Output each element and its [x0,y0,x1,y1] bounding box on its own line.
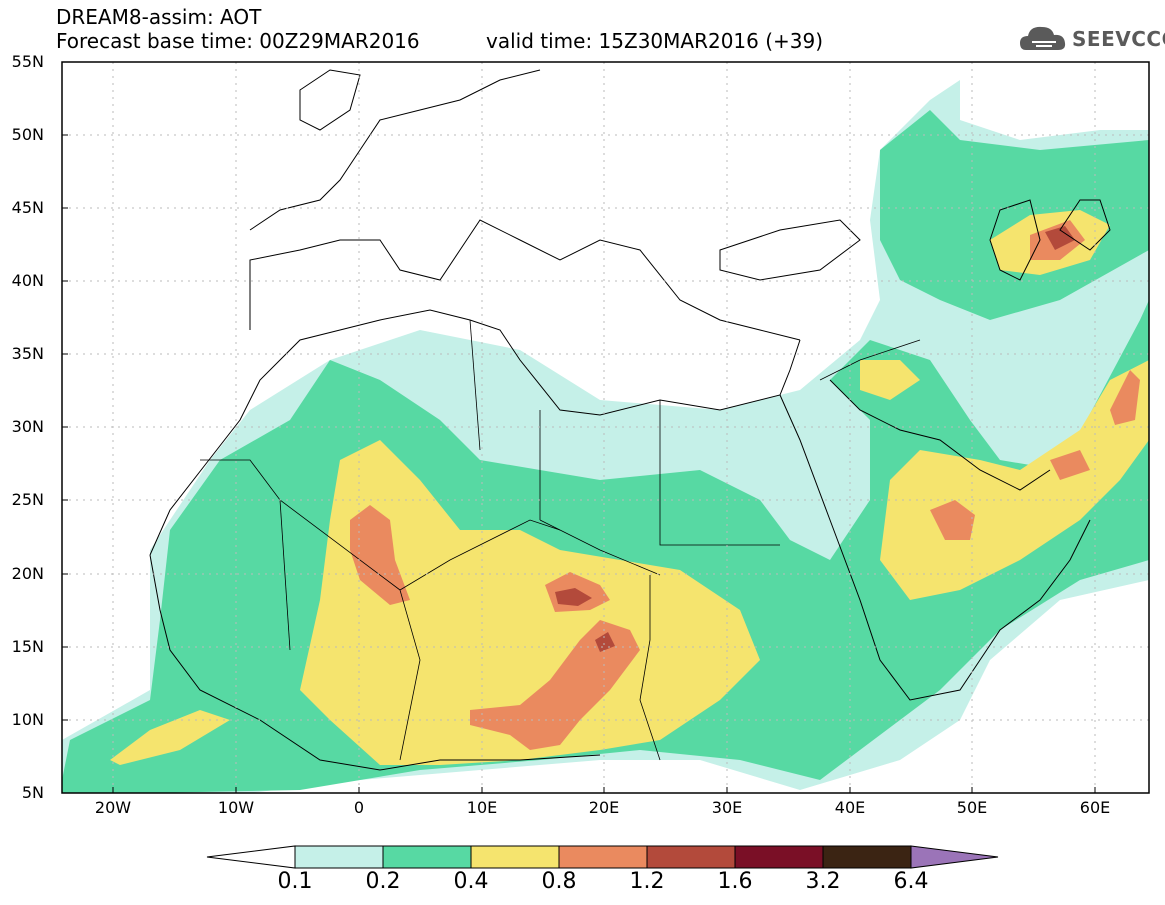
logo-text: SEEVCCC [1072,27,1165,51]
lon-label: 60E [1079,798,1111,817]
lon-label: 10E [466,798,498,817]
lon-label: 50E [956,798,988,817]
colorbar-label: 0.4 [453,869,489,894]
lon-label: 10W [217,798,255,817]
lat-label: 40N [11,271,44,290]
lat-label: 15N [11,637,44,656]
lon-label: 0 [353,798,365,817]
seevccc-logo: SEEVCCC [1018,22,1165,58]
colorbar-segment [470,845,560,869]
valid-time: valid time: 15Z30MAR2016 (+39) [486,29,824,53]
colorbar-segment [822,845,912,869]
colorbar-segment [734,845,824,869]
lat-label: 25N [11,490,44,509]
colorbar-below-arrow [206,845,296,869]
lat-label: 5N [21,783,44,802]
lon-label: 30E [711,798,743,817]
lat-label: 30N [11,417,44,436]
colorbar-label: 0.8 [541,869,577,894]
colorbar-label: 6.4 [893,869,929,894]
colorbar-segment [382,845,472,869]
lat-label: 50N [11,125,44,144]
colorbar-label: 1.6 [717,869,753,894]
cloud-icon [1020,26,1066,50]
colorbar-label: 0.1 [277,869,313,894]
aot-colorbar [206,845,999,869]
country-borders [200,319,921,761]
map-title: DREAM8-assim: AOT [56,5,262,29]
graticule [62,62,1149,793]
lat-label: 45N [11,198,44,217]
aot-map [61,61,1150,794]
base-time: Forecast base time: 00Z29MAR2016 [56,29,420,53]
aot-field-1.2-1.6 [555,226,1075,652]
lon-label: 20W [94,798,132,817]
lat-label: 20N [11,564,44,583]
colorbar-label: 3.2 [805,869,841,894]
colorbar-segment [646,845,736,869]
lat-label: 35N [11,344,44,363]
colorbar-segment [558,845,648,869]
axis-ticks [62,134,1096,793]
lat-label: 10N [11,710,44,729]
colorbar-label: 0.2 [365,869,401,894]
lon-label: 40E [834,798,866,817]
lon-label: 20E [588,798,620,817]
colorbar-label: 1.2 [629,869,665,894]
colorbar-segment [294,845,384,869]
aot-field-0.8-1.2 [350,220,1140,750]
forecast-times: Forecast base time: 00Z29MAR2016 valid ti… [56,29,823,53]
lat-label: 55N [11,52,44,71]
colorbar-above-arrow [910,845,999,869]
